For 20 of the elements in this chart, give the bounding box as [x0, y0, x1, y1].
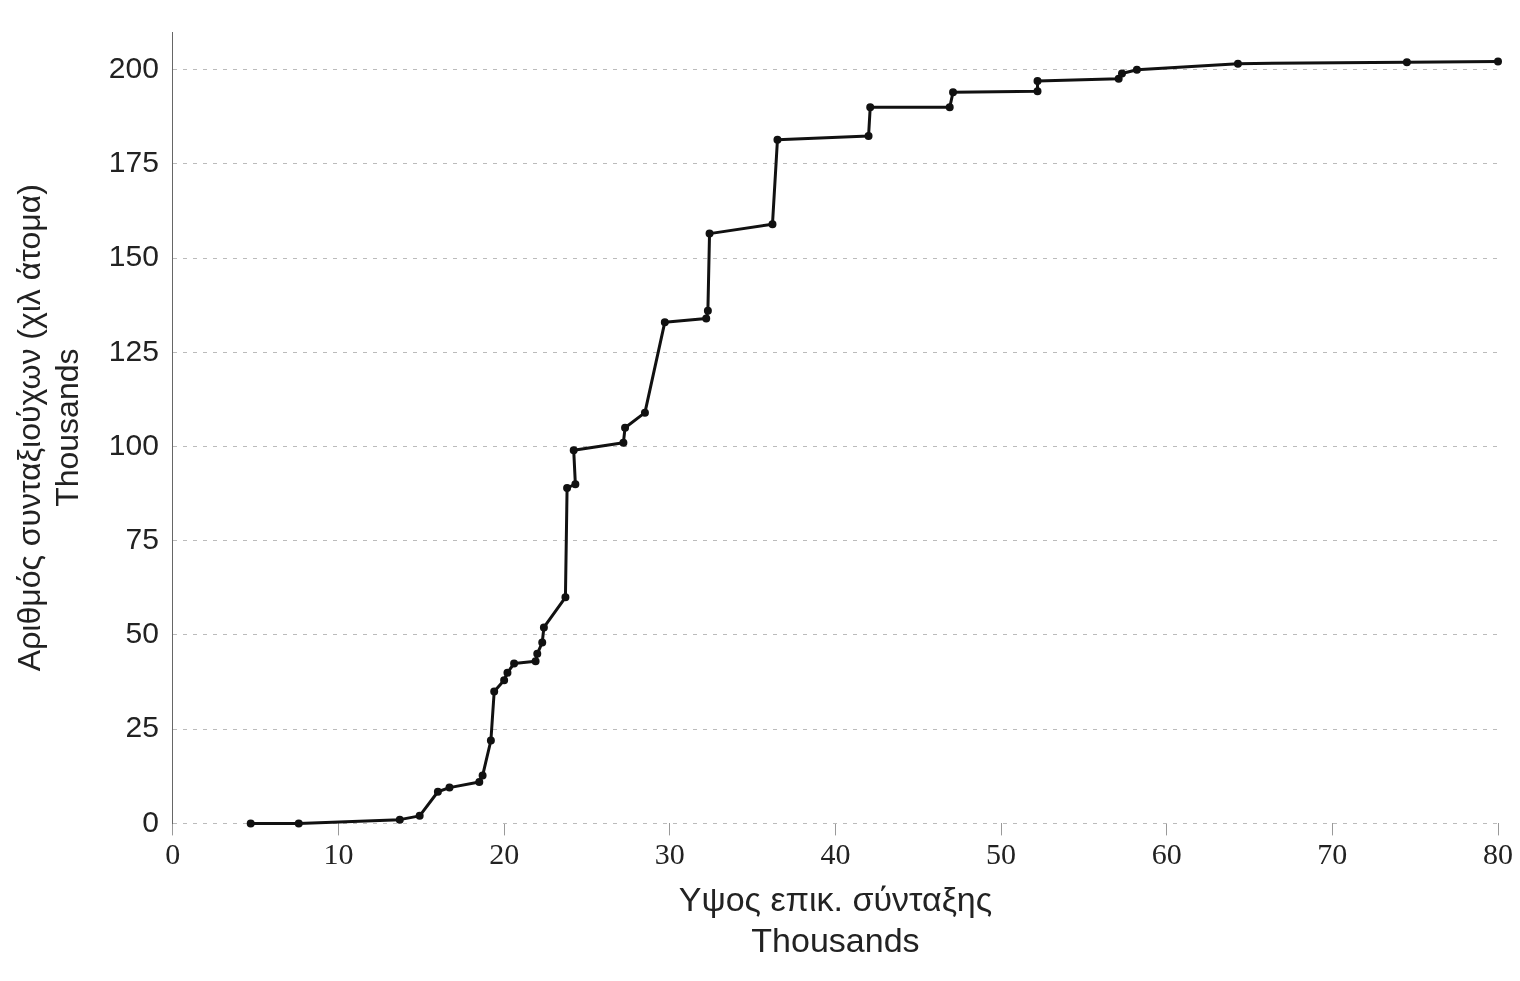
x-tick-label: 70 — [1317, 837, 1348, 871]
x-axis-title: Υψος επικ. σύνταξης Thousands — [678, 880, 993, 959]
y-tick-label: 175 — [108, 145, 159, 179]
x-tick-label: 80 — [1483, 837, 1513, 871]
x-tick-label: 40 — [820, 837, 851, 871]
y-axis-title: Αριθμός συνταξιούχων (χιλ άτομα) Thousands — [11, 184, 86, 672]
x-tick-label: 0 — [165, 837, 181, 871]
y-tick-label: 150 — [108, 239, 159, 273]
x-tick-label: 20 — [489, 837, 520, 871]
y-tick-label: 100 — [108, 427, 159, 461]
y-tick-label: 200 — [108, 50, 159, 84]
x-tick-label: 30 — [654, 837, 685, 871]
y-tick-label: 125 — [108, 333, 159, 367]
x-tick-label: 50 — [986, 837, 1017, 871]
y-tick-label: 75 — [125, 522, 159, 556]
y-tick-label: 0 — [142, 804, 159, 838]
x-tick-label: 10 — [323, 837, 354, 871]
y-tick-label: 50 — [125, 616, 159, 650]
x-tick-label: 60 — [1151, 837, 1182, 871]
y-tick-label: 25 — [125, 710, 159, 744]
